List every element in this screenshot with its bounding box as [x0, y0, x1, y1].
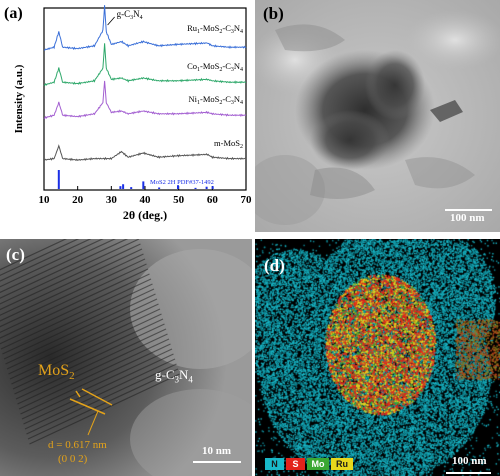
series-label: Ni1-MoS2-C3N4 [188, 94, 243, 106]
series-label: m-MoS2 [214, 138, 243, 150]
annotation-pointer [107, 16, 115, 26]
legend-mo: Mo [307, 458, 329, 470]
phase-gcn-label: g-C3N4 [155, 367, 193, 385]
panel-c-label: (c) [6, 245, 25, 264]
panel-d-scalebar [446, 472, 491, 474]
panel-a-label: (a) [4, 5, 23, 22]
panel-b-scale-text: 100 nm [450, 212, 485, 224]
legend-n: N [265, 458, 284, 470]
series-line [43, 144, 247, 162]
plane-label: (0 0 2) [58, 453, 88, 465]
x-tick-label: 70 [241, 194, 253, 206]
legend-s: S [286, 458, 305, 470]
reference-label: MoS2 2H PDF#37-1492 [150, 179, 214, 186]
d-spacing-label: d = 0.617 nm [48, 439, 107, 451]
panel-c-scalebar [193, 461, 241, 463]
x-tick-label: 10 [39, 194, 51, 206]
y-axis-label: Intensity (a.u.) [13, 64, 25, 133]
series-label: Co1-MoS2-C3N4 [187, 61, 243, 73]
legend-ru: Ru [331, 458, 353, 470]
x-tick-label: 40 [140, 194, 152, 206]
eds-map-image [255, 239, 500, 476]
series-line [43, 80, 247, 120]
x-tick-label: 60 [207, 194, 219, 206]
x-tick-label: 50 [173, 194, 185, 206]
phase-mos2-label: MoS2 [38, 362, 75, 383]
panel-c-scale-text: 10 nm [202, 445, 232, 457]
x-tick-label: 30 [106, 194, 118, 206]
panel-b-tem: (b) 100 nm [255, 0, 500, 232]
hrtem-image [0, 239, 252, 476]
panel-c-hrtem: (c) MoS2 g-C3N4 d = 0.617 nm (0 0 2) 10 … [0, 239, 252, 476]
xrd-chart: (a) 10 20 30 40 50 60 70 2θ (deg.) Intensity (a.u… [4, 5, 253, 222]
panel-d-label: (d) [264, 256, 285, 275]
element-legend: N S Mo Ru [265, 458, 355, 470]
series-line [43, 43, 247, 87]
x-tick-label: 20 [72, 194, 84, 206]
tem-image [255, 0, 500, 232]
panel-d-scale-text: 100 nm [452, 455, 487, 467]
annotation-gcn: g-C3N4 [117, 9, 143, 21]
panel-d-eds-map: (d) N S Mo Ru 100 nm [255, 239, 500, 476]
panel-b-label: (b) [263, 4, 284, 23]
series-label: Ru1-MoS2-C3N4 [187, 23, 243, 35]
panel-a-xrd: (a) 10 20 30 40 50 60 70 2θ (deg.) Intensity (a.u… [0, 0, 252, 232]
x-axis-label: 2θ (deg.) [123, 208, 167, 222]
panel-b-scalebar [445, 209, 492, 211]
series-line [43, 5, 247, 51]
